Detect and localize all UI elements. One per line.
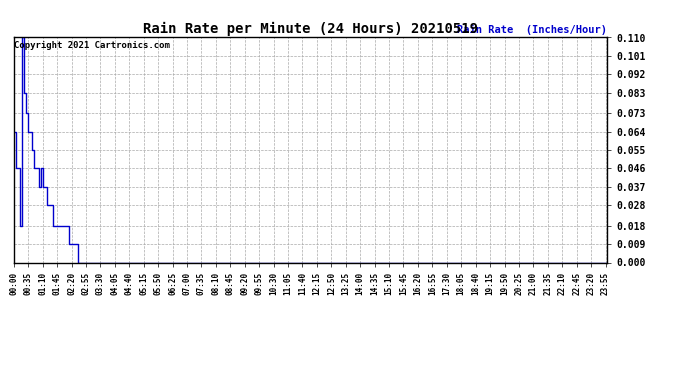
Text: Copyright 2021 Cartronics.com: Copyright 2021 Cartronics.com	[14, 41, 170, 50]
Text: Rain Rate  (Inches/Hour): Rain Rate (Inches/Hour)	[457, 25, 607, 35]
Title: Rain Rate per Minute (24 Hours) 20210519: Rain Rate per Minute (24 Hours) 20210519	[143, 22, 478, 36]
